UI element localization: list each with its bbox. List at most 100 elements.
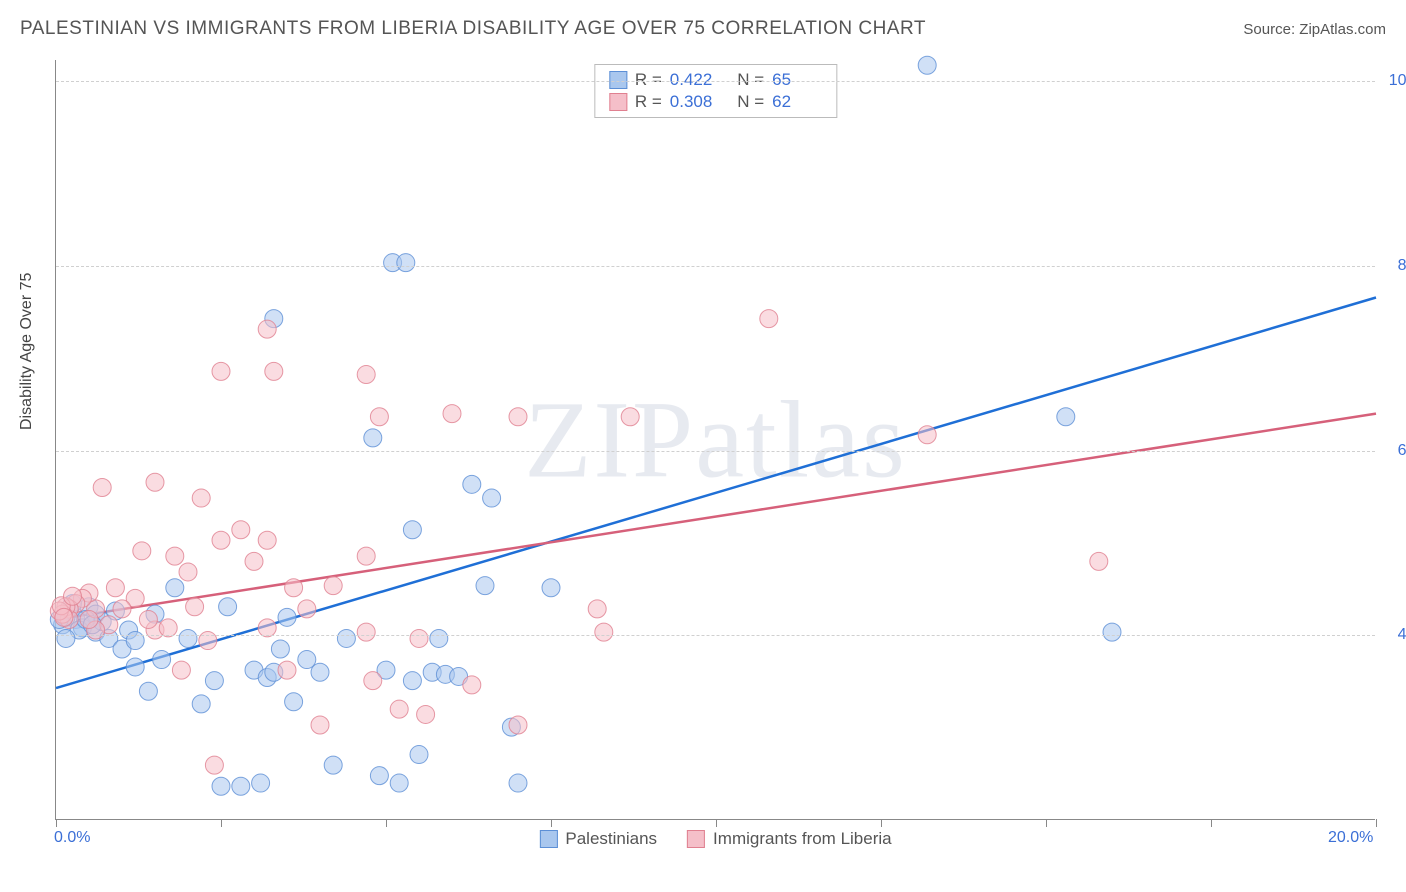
point-palestinians bbox=[212, 777, 230, 795]
point-liberia bbox=[106, 579, 124, 597]
regression-line-palestinians bbox=[56, 298, 1376, 689]
y-tick-label: 65.0% bbox=[1398, 442, 1406, 460]
point-liberia bbox=[285, 579, 303, 597]
point-liberia bbox=[199, 632, 217, 650]
point-palestinians bbox=[192, 695, 210, 713]
point-liberia bbox=[146, 473, 164, 491]
point-palestinians bbox=[271, 640, 289, 658]
point-liberia bbox=[80, 610, 98, 628]
point-liberia bbox=[443, 405, 461, 423]
point-liberia bbox=[1090, 552, 1108, 570]
source-name: ZipAtlas.com bbox=[1299, 21, 1386, 38]
point-palestinians bbox=[57, 629, 75, 647]
swatch-palestinians bbox=[609, 71, 627, 89]
x-tick bbox=[1211, 819, 1212, 827]
x-tick bbox=[1376, 819, 1377, 827]
point-palestinians bbox=[397, 254, 415, 272]
stat-n-val: 65 bbox=[772, 70, 822, 90]
point-palestinians bbox=[1057, 408, 1075, 426]
x-tick bbox=[1046, 819, 1047, 827]
point-liberia bbox=[258, 531, 276, 549]
title-bar: PALESTINIAN VS IMMIGRANTS FROM LIBERIA D… bbox=[20, 18, 1386, 40]
point-palestinians bbox=[139, 682, 157, 700]
gridline-h bbox=[56, 451, 1375, 452]
point-liberia bbox=[232, 521, 250, 539]
point-palestinians bbox=[403, 672, 421, 690]
point-palestinians bbox=[918, 56, 936, 74]
point-palestinians bbox=[153, 651, 171, 669]
regression-line-liberia bbox=[56, 414, 1376, 620]
point-palestinians bbox=[476, 577, 494, 595]
y-tick-label: 82.5% bbox=[1398, 257, 1406, 275]
point-liberia bbox=[298, 600, 316, 618]
point-liberia bbox=[212, 362, 230, 380]
point-liberia bbox=[159, 619, 177, 637]
legend-item-palestinians: Palestinians bbox=[539, 829, 657, 849]
point-palestinians bbox=[1103, 623, 1121, 641]
legend-swatch-palestinians bbox=[539, 830, 557, 848]
point-palestinians bbox=[166, 579, 184, 597]
point-liberia bbox=[192, 489, 210, 507]
point-palestinians bbox=[390, 774, 408, 792]
point-palestinians bbox=[179, 629, 197, 647]
y-tick-label: 100.0% bbox=[1389, 72, 1406, 90]
stat-r-val: 0.422 bbox=[670, 70, 720, 90]
point-liberia bbox=[357, 366, 375, 384]
point-liberia bbox=[621, 408, 639, 426]
point-palestinians bbox=[285, 693, 303, 711]
point-liberia bbox=[265, 362, 283, 380]
point-liberia bbox=[324, 577, 342, 595]
point-liberia bbox=[463, 676, 481, 694]
point-liberia bbox=[258, 320, 276, 338]
x-tick bbox=[716, 819, 717, 827]
stat-n-label: N = bbox=[728, 92, 764, 112]
point-liberia bbox=[311, 716, 329, 734]
stat-r-label: R = bbox=[635, 92, 662, 112]
point-liberia bbox=[370, 408, 388, 426]
legend-swatch-liberia bbox=[687, 830, 705, 848]
point-liberia bbox=[166, 547, 184, 565]
point-liberia bbox=[509, 408, 527, 426]
point-liberia bbox=[918, 426, 936, 444]
point-liberia bbox=[64, 587, 82, 605]
x-tick bbox=[551, 819, 552, 827]
stat-n-label: N = bbox=[728, 70, 764, 90]
gridline-h bbox=[56, 266, 1375, 267]
point-liberia bbox=[133, 542, 151, 560]
point-palestinians bbox=[430, 629, 448, 647]
point-liberia bbox=[55, 608, 73, 626]
x-tick bbox=[881, 819, 882, 827]
point-liberia bbox=[760, 310, 778, 328]
source-label: Source: ZipAtlas.com bbox=[1243, 21, 1386, 38]
point-palestinians bbox=[542, 579, 560, 597]
point-palestinians bbox=[205, 672, 223, 690]
y-axis-label: Disability Age Over 75 bbox=[18, 273, 36, 430]
point-palestinians bbox=[219, 598, 237, 616]
point-palestinians bbox=[126, 632, 144, 650]
point-liberia bbox=[113, 600, 131, 618]
chart-title: PALESTINIAN VS IMMIGRANTS FROM LIBERIA D… bbox=[20, 18, 926, 40]
point-liberia bbox=[509, 716, 527, 734]
legend-label: Palestinians bbox=[565, 829, 657, 849]
point-palestinians bbox=[278, 608, 296, 626]
point-liberia bbox=[595, 623, 613, 641]
legend-item-liberia: Immigrants from Liberia bbox=[687, 829, 892, 849]
point-liberia bbox=[186, 598, 204, 616]
point-palestinians bbox=[483, 489, 501, 507]
point-palestinians bbox=[410, 746, 428, 764]
x-tick bbox=[56, 819, 57, 827]
point-palestinians bbox=[311, 663, 329, 681]
point-liberia bbox=[258, 619, 276, 637]
gridline-h bbox=[56, 81, 1375, 82]
point-palestinians bbox=[324, 756, 342, 774]
point-liberia bbox=[172, 661, 190, 679]
stats-box: R =0.422 N =65R =0.308 N =62 bbox=[594, 64, 837, 118]
point-palestinians bbox=[252, 774, 270, 792]
point-liberia bbox=[364, 672, 382, 690]
point-liberia bbox=[357, 547, 375, 565]
point-liberia bbox=[390, 700, 408, 718]
stats-row-palestinians: R =0.422 N =65 bbox=[609, 69, 822, 91]
point-liberia bbox=[179, 563, 197, 581]
plot-svg bbox=[56, 60, 1375, 819]
legend-label: Immigrants from Liberia bbox=[713, 829, 892, 849]
